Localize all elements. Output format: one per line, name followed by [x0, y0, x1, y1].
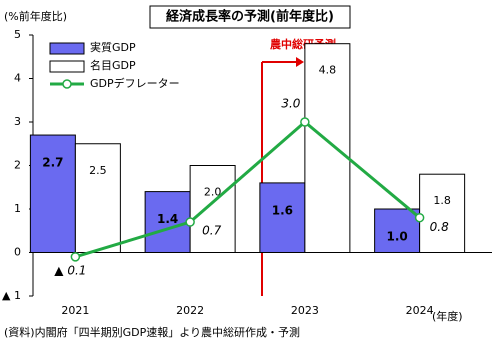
y-tick-label: 1 [14, 202, 21, 215]
deflator-line [74, 120, 421, 259]
bar-value-label: 2.5 [89, 164, 107, 177]
legend-marker [62, 79, 72, 89]
chart-title: 経済成長率の予測(前年度比) [166, 9, 334, 25]
line-value-label: 0.7 [202, 224, 221, 238]
legend-swatch [49, 60, 85, 73]
y-tick-label: 2 [14, 159, 21, 172]
y-tick-label: ▲ 1 [2, 289, 21, 302]
legend-label: 名目GDP [90, 58, 136, 72]
bar [374, 208, 421, 253]
bar [304, 43, 351, 254]
title-box [149, 5, 351, 29]
forecast-arrowhead [296, 57, 304, 67]
line-value-label: 0.8 [430, 220, 449, 234]
bar-value-label: 4.8 [319, 64, 337, 77]
legend-label: 実質GDP [90, 40, 136, 54]
x-tick-label: 2021 [61, 304, 89, 317]
bar [189, 165, 236, 253]
y-tick-label: 4 [14, 72, 21, 85]
bar-value-label: 2.7 [42, 156, 63, 170]
legend-label: GDPデフレーター [90, 76, 180, 90]
bar [29, 134, 76, 253]
x-tick-label: 2023 [291, 304, 319, 317]
bar [259, 182, 306, 253]
bar-value-label: 2.0 [204, 186, 222, 199]
bar [144, 191, 191, 254]
bar [74, 143, 121, 253]
deflator-point [185, 217, 195, 227]
legend-swatch [49, 42, 85, 55]
line-value-label: ▲ 0.1 [54, 263, 86, 277]
bar-value-label: 1.8 [433, 194, 451, 207]
source-note: (資料)内閣府「四半期別GDP速報」より農中総研作成・予測 [4, 325, 300, 339]
deflator-point [300, 117, 310, 127]
y-tick-label: 5 [14, 28, 21, 41]
y-axis-label: (%前年度比) [4, 9, 67, 23]
deflator-point [70, 252, 81, 262]
x-tick-label: 2024 [406, 304, 434, 317]
deflator-point [414, 212, 425, 223]
x-axis-label: (年度) [432, 309, 463, 323]
bar [419, 173, 466, 253]
y-tick-label: 3 [14, 115, 21, 128]
x-tick-label: 2022 [176, 304, 204, 317]
bar-value-label: 1.6 [272, 203, 293, 217]
bar-value-label: 1.4 [157, 212, 178, 226]
bar-value-label: 1.0 [386, 230, 407, 244]
line-value-label: 3.0 [281, 97, 300, 111]
y-tick-label: 0 [14, 246, 21, 259]
